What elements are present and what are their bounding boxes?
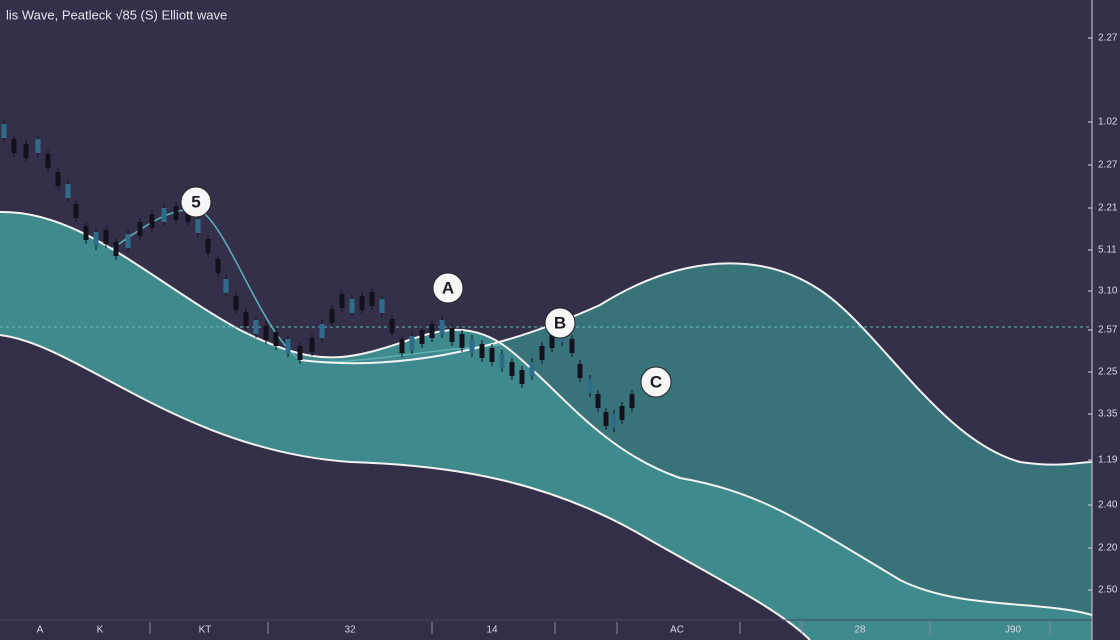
y-axis-label: 2.50: [1098, 585, 1118, 596]
candle-body: [285, 339, 291, 353]
right-band: [300, 263, 1092, 615]
candle-body: [419, 330, 425, 344]
y-axis-label: 3.10: [1098, 286, 1118, 297]
y-axis-label: 1.19: [1098, 455, 1118, 466]
candle-body: [409, 336, 415, 350]
candle-body: [65, 184, 71, 198]
candle-body: [73, 204, 79, 218]
candle-body: [587, 379, 593, 393]
x-axis-label: 14: [486, 625, 498, 636]
candle-body: [1, 124, 7, 138]
x-axis-label: 28: [854, 625, 866, 636]
candle-body: [205, 239, 211, 253]
y-axis-labels: 2.27 1.02 2.27 2.21 5.11 3.10 2.57 2.25 3.35 1.19…: [1088, 33, 1118, 596]
x-axis-label: AC: [670, 625, 684, 636]
candle-body: [243, 312, 249, 326]
candle-body: [253, 320, 259, 334]
y-axis-label: 2.40: [1098, 500, 1118, 511]
band-line: [0, 334, 811, 640]
candle-body: [35, 139, 41, 153]
x-axis-labels: A K KT 32 14 AC 28 J90: [37, 622, 1051, 636]
y-axis-label: 3.35: [1098, 409, 1118, 420]
y-axis-label: 2.25: [1098, 367, 1118, 378]
candle-body: [469, 339, 475, 353]
candle-body: [577, 364, 583, 378]
candle-body: [93, 232, 99, 246]
candle-body: [319, 324, 325, 338]
candle-body: [439, 320, 445, 334]
y-axis-label: 2.20: [1098, 543, 1118, 554]
candle-body: [195, 219, 201, 233]
y-axis-label: 2.57: [1098, 325, 1118, 336]
candle-body: [339, 294, 345, 308]
candle-body: [509, 362, 515, 376]
y-axis-label: 2.27: [1098, 33, 1118, 44]
candle-body: [539, 346, 545, 360]
candle-body: [629, 394, 635, 408]
wave-label: 5: [191, 192, 200, 211]
wave-labels: 5 A B C: [180, 186, 672, 398]
candle-body: [399, 339, 405, 353]
y-axis-label: 5.11: [1098, 245, 1117, 256]
x-axis-label: KT: [199, 625, 212, 636]
wave-marker: [180, 186, 212, 218]
candle-body: [113, 242, 119, 256]
candle-body: [549, 334, 555, 348]
lower-region: [0, 335, 810, 640]
candle-body: [273, 332, 279, 346]
candle-body: [611, 414, 617, 428]
wave-label: B: [554, 313, 566, 332]
candle-body: [429, 324, 435, 338]
candle-body: [459, 334, 465, 348]
candle-body: [309, 338, 315, 352]
candle-body: [449, 328, 455, 342]
candle-body: [329, 309, 335, 323]
x-axis-label: K: [97, 625, 104, 636]
candle-body: [479, 344, 485, 358]
x-axis-label: J90: [1005, 625, 1022, 636]
candle-body: [379, 299, 385, 313]
candle-body: [519, 370, 525, 384]
candle-body: [161, 208, 167, 222]
candle-body: [369, 292, 375, 306]
candle-body: [125, 234, 131, 248]
x-axis-label: A: [37, 625, 44, 636]
y-axis-label: 2.27: [1098, 160, 1118, 171]
candle-body: [595, 394, 601, 408]
candle-body: [233, 296, 239, 310]
candle-body: [223, 279, 229, 293]
candle-body: [489, 348, 495, 362]
wave-marker: [432, 272, 464, 304]
candle-body: [45, 154, 51, 168]
band-line: [0, 210, 1093, 616]
candle-body: [619, 406, 625, 420]
candle-body: [83, 226, 89, 240]
candle-body: [529, 362, 535, 376]
candle-body: [349, 299, 355, 313]
candle-body: [359, 296, 365, 310]
candle-body: [215, 259, 221, 273]
wave-label: A: [442, 278, 454, 297]
candle-body: [55, 172, 61, 186]
y-axis-label: 1.02: [1098, 117, 1118, 128]
wave-marker: [544, 307, 576, 339]
candle-body: [297, 346, 303, 360]
candle-body: [137, 222, 143, 236]
candle-body: [23, 144, 29, 158]
candle-body: [389, 319, 395, 333]
y-axis-label: 2.21: [1098, 203, 1118, 214]
candle-body: [569, 339, 575, 353]
candle-body: [103, 230, 109, 244]
candle-body: [263, 326, 269, 340]
candle-body: [603, 412, 609, 426]
candle-body: [11, 139, 17, 153]
x-axis-label: 32: [344, 625, 356, 636]
candle-body: [149, 214, 155, 228]
title: lis Wave, Peatleck √85 (S) Elliott wave: [6, 7, 227, 22]
wave-marker: [640, 366, 672, 398]
candle-body: [499, 354, 505, 368]
wave-label: C: [650, 372, 662, 391]
candle-body: [173, 206, 179, 220]
